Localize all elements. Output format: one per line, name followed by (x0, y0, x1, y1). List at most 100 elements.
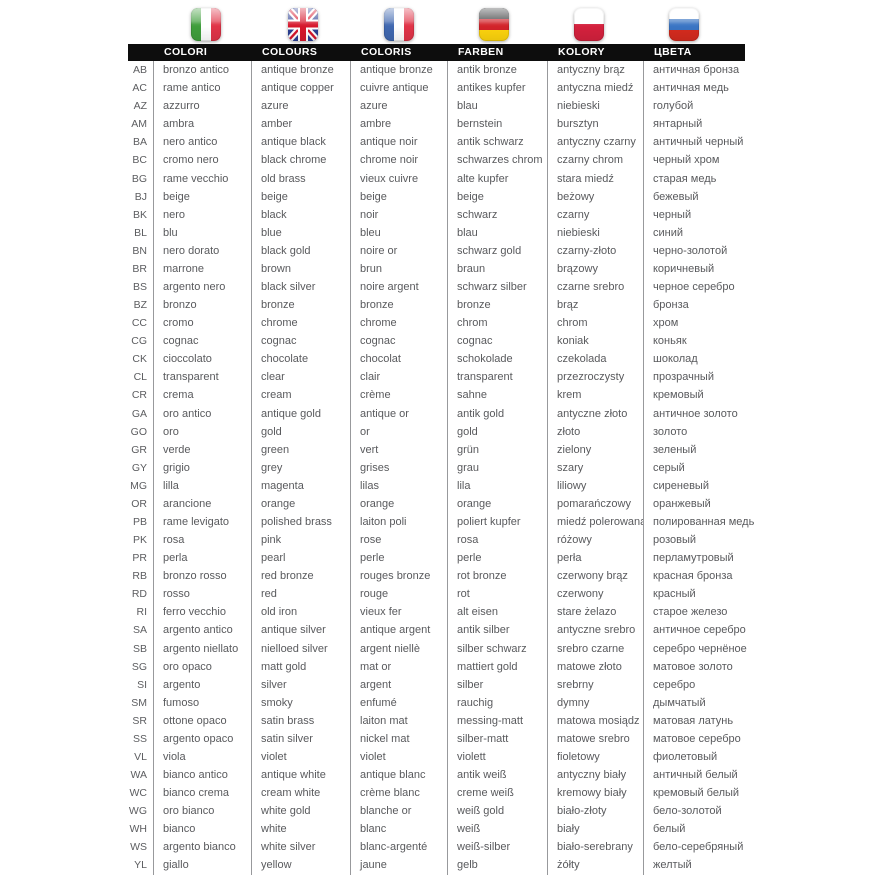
color-name-polish: czarny (547, 205, 643, 224)
color-code: AC (132, 82, 147, 95)
color-name-french: antique blanc (350, 766, 447, 785)
color-name-german: grün (447, 440, 547, 459)
color-code: SA (132, 624, 147, 637)
color-name-french: clair (350, 368, 447, 387)
color-name-polish: bursztyn (547, 115, 643, 134)
color-name-russian: бежевый (643, 187, 868, 206)
color-name-italian: blu (153, 223, 251, 242)
color-name-polish: antyczny czarny (547, 133, 643, 152)
color-name-english: cream (251, 386, 350, 405)
color-code: SM (131, 696, 147, 709)
color-name-russian: зеленый (643, 440, 868, 459)
color-name-german: creme weiß (447, 784, 547, 803)
color-code: PR (132, 552, 147, 565)
color-name-german: cognac (447, 332, 547, 351)
color-name-english: azure (251, 97, 350, 116)
color-code: RI (136, 606, 148, 619)
color-name-russian: кремовый белый (643, 784, 868, 803)
color-name-french: grises (350, 458, 447, 477)
color-name-italian: rosa (153, 531, 251, 550)
color-name-polish: biało-serebrany (547, 838, 643, 857)
color-code: SG (131, 660, 147, 673)
color-name-german: schwarz gold (447, 241, 547, 260)
color-name-russian: сиреневый (643, 476, 868, 495)
color-name-italian: ambra (153, 115, 251, 134)
color-name-polish: żółty (547, 856, 643, 875)
color-name-english: pearl (251, 549, 350, 568)
color-name-italian: lilla (153, 476, 251, 495)
color-name-italian: giallo (153, 856, 251, 875)
color-name-russian: серый (643, 458, 868, 477)
color-name-polish: antyczne srebro (547, 621, 643, 640)
color-name-italian: transparent (153, 368, 251, 387)
color-name-russian: кремовый (643, 386, 868, 405)
color-name-russian: перламутровый (643, 549, 868, 568)
color-name-german: perle (447, 549, 547, 568)
color-name-polish: antyczna miedź (547, 79, 643, 98)
color-name-russian: бронза (643, 296, 868, 315)
flag-poland-icon (574, 8, 604, 41)
color-name-french: noire argent (350, 277, 447, 297)
color-name-german: antik silber (447, 621, 547, 640)
color-name-italian: bianco crema (153, 784, 251, 803)
color-name-polish: czerwony brąz (547, 567, 643, 586)
color-code: RD (131, 588, 147, 601)
color-name-italian: bronzo antico (153, 61, 251, 80)
color-name-polish: brąz (547, 296, 643, 315)
color-name-polish: matowe złoto (547, 657, 643, 676)
color-name-french: crème (350, 386, 447, 405)
color-code: AM (131, 118, 147, 131)
color-name-italian: argento (153, 675, 251, 694)
color-code: SI (137, 678, 147, 691)
color-name-italian: oro opaco (153, 657, 251, 676)
color-name-french: vieux cuivre (350, 169, 447, 188)
column-header-german: FARBEN (458, 46, 504, 58)
color-name-english: bronze (251, 296, 350, 315)
color-name-russian: полированная медь (643, 512, 868, 532)
color-name-russian: красный (643, 585, 868, 604)
color-name-russian: серебро чернёное (643, 639, 868, 658)
color-name-russian: желтый (643, 856, 868, 875)
color-name-polish: fioletowy (547, 747, 643, 767)
flag-uk-icon (288, 8, 318, 41)
color-name-english: old iron (251, 603, 350, 622)
color-name-polish: matowe srebro (547, 729, 643, 748)
color-name-italian: cognac (153, 332, 251, 351)
color-name-polish: stara miedź (547, 169, 643, 188)
color-name-english: violet (251, 747, 350, 767)
color-name-english: green (251, 440, 350, 459)
color-name-french: bleu (350, 223, 447, 242)
color-name-german: messing-matt (447, 711, 547, 730)
color-name-english: amber (251, 115, 350, 134)
color-name-polish: dymny (547, 693, 643, 712)
color-name-german: rot bronze (447, 567, 547, 586)
column-header-russian: ЦВЕТА (654, 46, 692, 58)
color-code: CK (132, 353, 147, 366)
color-name-italian: ottone opaco (153, 711, 251, 730)
color-code: WS (130, 841, 147, 854)
color-name-english: satin silver (251, 729, 350, 748)
color-name-russian: матовое золото (643, 657, 868, 676)
color-name-polish: czerwony (547, 585, 643, 604)
color-name-italian: argento antico (153, 621, 251, 640)
color-name-english: pink (251, 531, 350, 550)
color-code: BS (132, 280, 147, 293)
color-code: GY (131, 461, 147, 474)
color-name-italian: fumoso (153, 693, 251, 712)
color-name-polish: srebrny (547, 675, 643, 694)
color-name-english: white silver (251, 838, 350, 857)
color-name-italian: rame levigato (153, 512, 251, 532)
color-name-english: old brass (251, 169, 350, 188)
color-code: VL (134, 751, 147, 763)
color-name-german: transparent (447, 368, 547, 387)
column-header-italian: COLORI (164, 46, 208, 58)
color-code: WH (129, 823, 148, 836)
color-name-english: magenta (251, 476, 350, 495)
color-name-polish: czarny-złoto (547, 241, 643, 260)
color-name-german: bronze (447, 296, 547, 315)
color-name-french: cognac (350, 332, 447, 351)
color-code: CC (131, 317, 147, 330)
color-name-french: beige (350, 187, 447, 206)
color-name-german: mattiert gold (447, 657, 547, 676)
